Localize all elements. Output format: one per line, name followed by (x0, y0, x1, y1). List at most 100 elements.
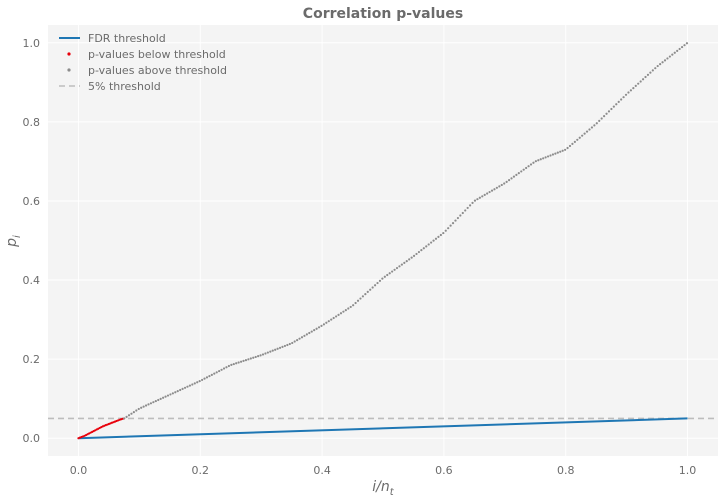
point-above-threshold (680, 45, 684, 49)
point-above-threshold (539, 158, 542, 161)
point-above-threshold (537, 159, 540, 162)
point-above-threshold (573, 140, 576, 143)
point-above-threshold (169, 393, 172, 396)
point-above-threshold (637, 82, 640, 85)
point-above-threshold (410, 256, 413, 259)
x-axis-label-sub: t (390, 487, 395, 498)
point-above-threshold (668, 55, 671, 58)
point-above-threshold (291, 341, 294, 345)
point-above-threshold (193, 382, 196, 385)
point-above-threshold (590, 126, 594, 129)
point-above-threshold (283, 344, 287, 348)
point-above-threshold (383, 275, 386, 278)
point-above-threshold (181, 387, 184, 390)
point-above-threshold (186, 385, 189, 388)
point-above-threshold (325, 321, 328, 324)
point-above-threshold (564, 148, 567, 151)
point-above-threshold (152, 401, 155, 404)
point-above-threshold (286, 343, 289, 347)
point-above-threshold (393, 268, 396, 271)
point-above-threshold (276, 347, 279, 350)
point-above-threshold (137, 407, 140, 411)
point-above-threshold (593, 124, 596, 127)
point-above-threshold (629, 89, 633, 92)
point-above-threshold (359, 297, 362, 300)
point-above-threshold (361, 295, 364, 298)
point-above-threshold (147, 403, 150, 406)
point-above-threshold (447, 227, 450, 230)
point-above-threshold (661, 61, 664, 64)
point-above-threshold (651, 69, 654, 72)
point-above-threshold (315, 327, 318, 330)
point-above-threshold (257, 355, 260, 358)
legend-label-above-threshold: p-values above threshold (88, 64, 227, 77)
point-above-threshold (481, 195, 484, 198)
point-above-threshold (442, 231, 445, 235)
y-tick-label: 1.0 (23, 37, 41, 50)
point-above-threshold (542, 157, 545, 160)
point-above-threshold (239, 360, 243, 363)
point-above-threshold (252, 356, 255, 359)
y-axis-label: pi (4, 235, 23, 248)
point-above-threshold (624, 93, 628, 96)
point-above-threshold (527, 165, 530, 168)
point-above-threshold (432, 239, 435, 242)
point-above-threshold (293, 340, 296, 343)
point-above-threshold (644, 75, 647, 79)
y-axis-label-main: p (4, 238, 20, 248)
legend-swatch-below-threshold (67, 52, 71, 56)
point-above-threshold (366, 290, 369, 294)
point-above-threshold (159, 397, 162, 400)
point-above-threshold (420, 249, 423, 252)
point-above-threshold (281, 345, 284, 348)
point-above-threshold (225, 366, 228, 369)
point-above-threshold (456, 216, 460, 220)
point-above-threshold (444, 229, 447, 232)
point-above-threshold (191, 383, 194, 386)
point-above-threshold (196, 381, 199, 384)
point-above-threshold (205, 376, 209, 379)
point-above-threshold (210, 373, 213, 376)
point-above-threshold (620, 98, 623, 101)
point-above-threshold (183, 386, 187, 389)
point-above-threshold (330, 318, 333, 321)
point-above-threshold (676, 49, 679, 52)
point-above-threshold (254, 355, 257, 359)
point-above-threshold (461, 211, 464, 215)
point-above-threshold (510, 177, 513, 180)
grid (48, 25, 718, 456)
point-above-threshold (486, 192, 489, 195)
point-above-threshold (678, 47, 681, 51)
point-above-threshold (425, 245, 428, 248)
point-above-threshold (490, 189, 494, 192)
y-tick-label: 0.6 (23, 195, 41, 208)
point-above-threshold (534, 160, 537, 163)
point-above-threshold (507, 179, 511, 182)
point-above-threshold (369, 288, 372, 291)
point-above-threshold (213, 372, 216, 375)
point-above-threshold (271, 349, 274, 352)
point-above-threshold (266, 351, 269, 354)
point-above-threshold (261, 353, 265, 356)
point-above-threshold (176, 390, 179, 393)
legend-label-5pct-threshold: 5% threshold (88, 80, 161, 93)
point-above-threshold (544, 156, 547, 159)
point-above-threshold (298, 337, 301, 340)
y-tick-label: 0.0 (23, 432, 41, 445)
point-above-threshold (220, 368, 223, 371)
point-above-threshold (464, 209, 467, 212)
point-above-threshold (405, 260, 408, 263)
point-above-threshold (671, 53, 674, 56)
point-above-threshold (503, 182, 506, 185)
point-above-threshold (512, 175, 516, 178)
point-above-threshold (571, 142, 574, 146)
plot-background (48, 25, 718, 456)
point-above-threshold (600, 117, 603, 120)
point-above-threshold (215, 371, 218, 374)
y-axis-ticks: 0.0 0.2 0.4 0.6 0.8 1.0 (23, 37, 41, 445)
point-above-threshold (605, 112, 608, 115)
point-above-threshold (327, 320, 330, 323)
point-above-threshold (308, 331, 311, 335)
point-above-threshold (656, 64, 659, 68)
